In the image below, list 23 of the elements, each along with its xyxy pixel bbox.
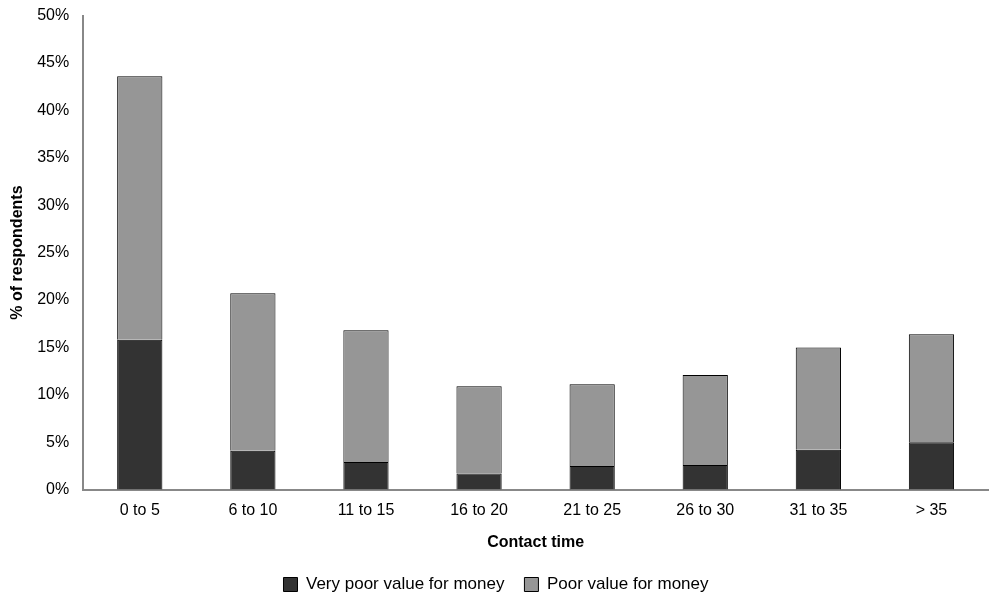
- y-tick-label: 10%: [37, 385, 70, 403]
- legend-label: Poor value for money: [546, 574, 710, 594]
- x-tick-label: 21 to 25: [563, 500, 622, 518]
- y-axis-title: % of respondents: [8, 185, 26, 320]
- x-tick-label: 31 to 35: [789, 500, 848, 518]
- x-tick-label: 26 to 30: [676, 500, 735, 518]
- y-tick-label: 5%: [46, 432, 70, 450]
- legend-label: Very poor value for money: [305, 574, 505, 594]
- y-tick-label: 15%: [37, 337, 70, 355]
- y-tick-label: 50%: [37, 6, 70, 24]
- x-tick-label: 11 to 15: [337, 500, 395, 518]
- x-tick-label: 0 to 5: [119, 500, 160, 518]
- x-tick-label: 6 to 10: [228, 500, 278, 518]
- y-tick-label: 20%: [37, 290, 70, 308]
- y-tick-label: 0%: [46, 480, 70, 498]
- y-tick-label: 35%: [37, 148, 70, 166]
- y-tick-label: 30%: [37, 195, 70, 213]
- y-tick-label: 40%: [37, 100, 70, 118]
- y-tick-label: 25%: [37, 243, 70, 261]
- x-tick-label: > 35: [915, 500, 948, 518]
- y-tick-label: 45%: [37, 53, 70, 71]
- x-axis-title: Contact time: [487, 532, 585, 550]
- x-tick-label: 16 to 20: [450, 500, 509, 518]
